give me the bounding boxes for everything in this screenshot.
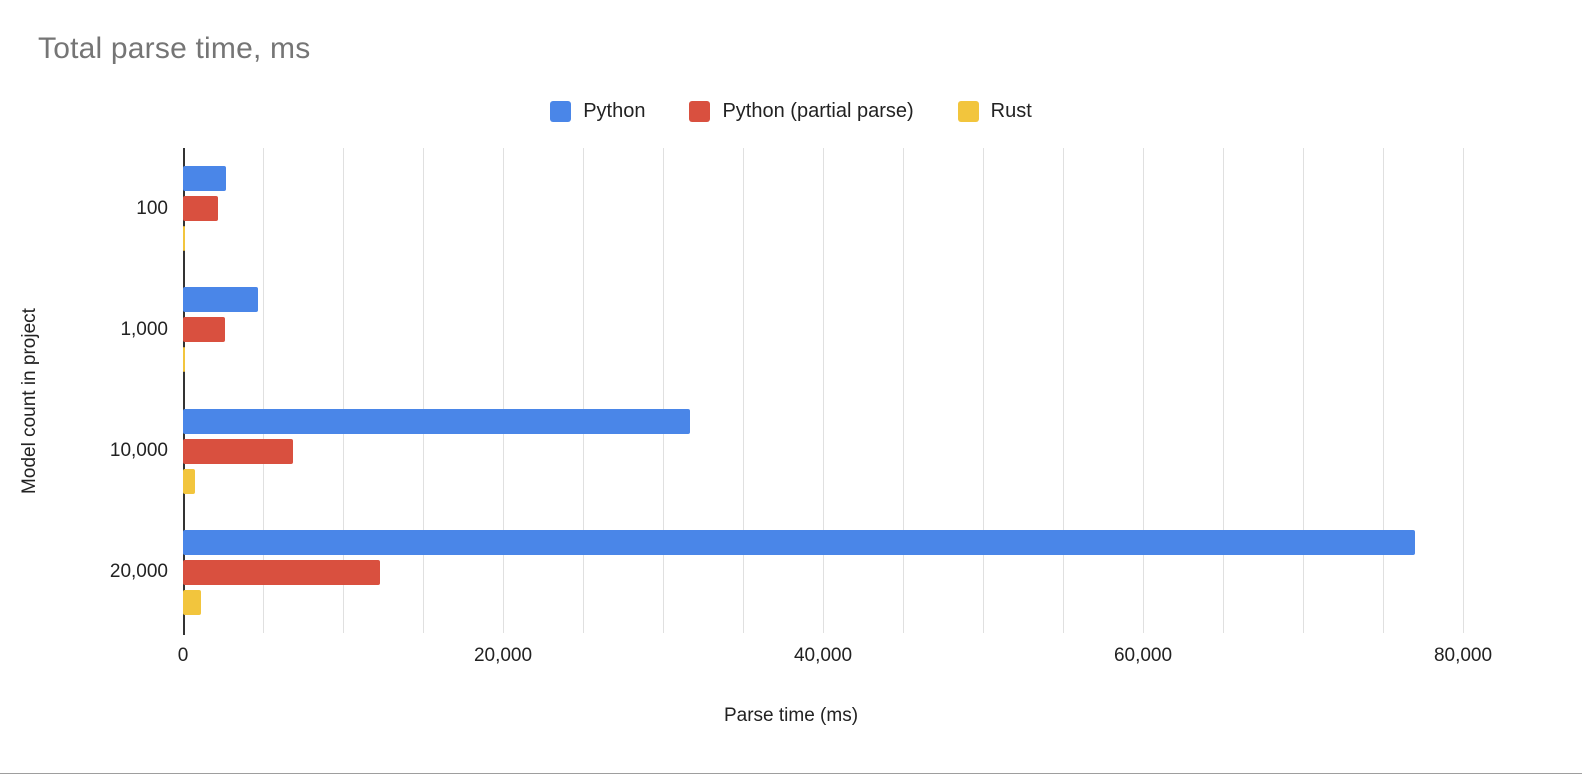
gridline	[1383, 148, 1384, 633]
legend-item-python-partial-parse[interactable]: Python (partial parse)	[689, 100, 914, 123]
bottom-divider	[0, 773, 1582, 774]
gridline	[1143, 148, 1144, 633]
bar-rust-10000[interactable]	[183, 468, 195, 494]
y-tick-label-1000: 1,000	[120, 318, 168, 340]
legend-swatch-python	[550, 101, 572, 122]
gridline	[1223, 148, 1224, 633]
bar-rust-100[interactable]	[183, 226, 185, 252]
gridline	[983, 148, 984, 633]
x-tick-label-60000: 60,000	[1113, 645, 1173, 666]
gridline	[743, 148, 744, 633]
bar-python-partial-parse-1000[interactable]	[183, 317, 225, 343]
gridline	[1463, 148, 1464, 633]
gridline	[503, 148, 504, 633]
bar-python-partial-parse-100[interactable]	[183, 196, 219, 222]
x-axis-title: Parse time (ms)	[0, 705, 1582, 727]
gridline	[583, 148, 584, 633]
bar-rust-1000[interactable]	[183, 347, 186, 373]
legend-label-rust: Rust	[990, 100, 1032, 122]
gridline	[663, 148, 664, 633]
bar-python-100[interactable]	[183, 166, 227, 192]
x-tick-label-40000: 40,000	[793, 645, 853, 666]
legend-item-python[interactable]: Python	[550, 100, 645, 123]
gridline	[1063, 148, 1064, 633]
bar-python-partial-parse-20000[interactable]	[183, 559, 380, 585]
x-tick-label-20000: 20,000	[473, 645, 533, 666]
x-tick-label-80000: 80,000	[1433, 645, 1493, 666]
y-tick-label-20000: 20,000	[109, 561, 168, 583]
gridline	[263, 148, 264, 633]
gridline	[423, 148, 424, 633]
bar-rust-20000[interactable]	[183, 589, 202, 615]
plot-area	[183, 148, 1463, 633]
x-tick-label-0: 0	[177, 645, 189, 666]
bar-python-20000[interactable]	[183, 529, 1415, 555]
bar-python-partial-parse-10000[interactable]	[183, 438, 294, 464]
gridline	[823, 148, 824, 633]
chart-title: Total parse time, ms	[38, 32, 311, 65]
legend-swatch-rust	[957, 101, 979, 122]
y-tick-label-10000: 10,000	[109, 440, 168, 462]
legend-label-python: Python	[583, 100, 646, 122]
legend-label-python-partial-parse: Python (partial parse)	[722, 100, 914, 122]
legend-item-rust[interactable]: Rust	[957, 100, 1032, 123]
gridline	[343, 148, 344, 633]
x-axis-title-text: Parse time (ms)	[723, 705, 859, 726]
y-tick-label-100: 100	[136, 197, 168, 219]
chart-legend: Python Python (partial parse) Rust	[0, 100, 1582, 123]
y-axis-line	[183, 148, 185, 635]
gridline	[903, 148, 904, 633]
legend-swatch-python-partial-parse	[689, 101, 711, 122]
y-axis-title: Model count in project	[19, 308, 40, 494]
bar-python-1000[interactable]	[183, 287, 259, 313]
bar-python-10000[interactable]	[183, 408, 691, 434]
gridline	[1303, 148, 1304, 633]
